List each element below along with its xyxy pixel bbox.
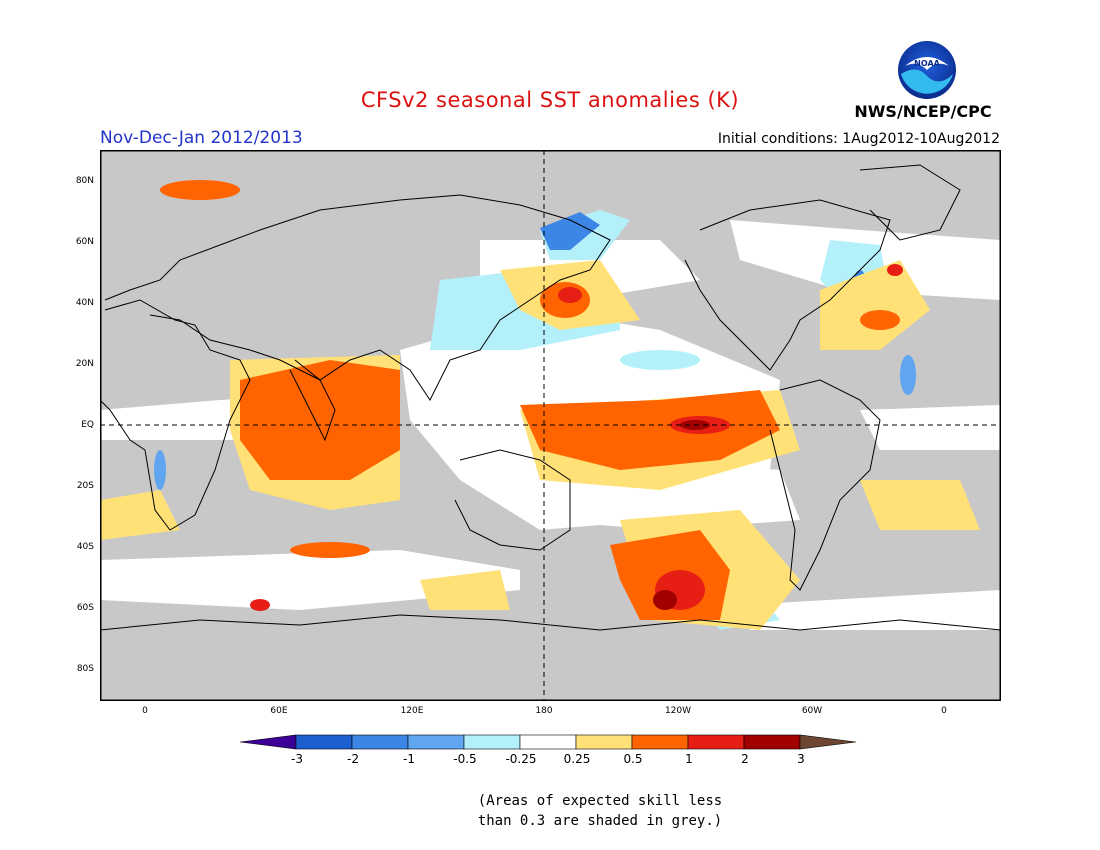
- colorbar-swatch: [463, 734, 521, 750]
- anomaly-neutral-southern-ocean: [100, 550, 520, 610]
- lat-label-80n: 80N: [75, 176, 94, 186]
- greenland-outline: [859, 164, 961, 241]
- initial-conditions: Initial conditions: 1Aug2012-10Aug2012: [717, 131, 1000, 147]
- colorbar: [240, 734, 857, 750]
- europe-asia-outline: [104, 194, 611, 401]
- lon-label-120e: 120E: [400, 706, 424, 716]
- anomaly-neutral-southern-atlantic: [740, 590, 1000, 630]
- forecast-period: Nov-Dec-Jan 2012/2013: [100, 128, 303, 148]
- cb-tick-label: 3: [797, 752, 805, 766]
- cb-tick-label: 0.25: [563, 752, 591, 766]
- lat-label-60s: 60S: [76, 603, 94, 613]
- colorbar-swatch: [631, 734, 689, 750]
- lat-label-20s: 20S: [76, 481, 94, 491]
- anomaly-cool-benguela: [154, 450, 166, 490]
- colorbar-swatch: [743, 734, 801, 750]
- australia-outline: [454, 449, 571, 551]
- map-frame: [100, 150, 1001, 701]
- anomaly-darkred-south-pacific: [653, 590, 677, 610]
- anomaly-warm-south-atlantic: [860, 480, 980, 530]
- lat-label-eq: EQ: [81, 420, 94, 430]
- anomaly-red-kuroshio: [558, 287, 582, 303]
- continent-outlines: [100, 164, 1001, 631]
- cb-tick-label: -0.25: [505, 752, 537, 766]
- anomaly-orange-north-atlantic: [860, 310, 900, 330]
- colorbar-swatch: [407, 734, 465, 750]
- lon-label-0-east: 0: [941, 706, 947, 716]
- colorbar-swatch: [295, 734, 353, 750]
- north-america-outline: [684, 199, 891, 371]
- anomaly-warm-west-edge: [100, 490, 180, 540]
- colorbar-arrow-low: [240, 734, 297, 750]
- agency-label: NWS/NCEP/CPC: [854, 102, 992, 121]
- lon-label-120w: 120W: [664, 706, 692, 716]
- noaa-logo: NOAA: [898, 41, 956, 99]
- anomaly-orange-pacific-tongue: [520, 390, 780, 470]
- lon-label-60e: 60E: [270, 706, 288, 716]
- lon-label-60w: 60W: [801, 706, 823, 716]
- colorbar-swatch: [687, 734, 745, 750]
- cb-tick-label: -2: [347, 752, 359, 766]
- anomaly-orange-arctic: [160, 180, 240, 200]
- anomaly-cool-caribbean: [900, 355, 916, 395]
- anomaly-warm-southern-ocean: [420, 570, 510, 610]
- cb-tick-label: 2: [741, 752, 749, 766]
- logo-text: NOAA: [914, 59, 940, 68]
- sst-anomaly-map: [100, 150, 1001, 701]
- skill-note: (Areas of expected skill less than 0.3 a…: [450, 791, 750, 831]
- africa-outline: [100, 299, 251, 531]
- lat-label-20n: 20N: [75, 359, 94, 369]
- anomaly-neutral-atlantic: [860, 405, 1000, 450]
- south-america-outline: [769, 379, 881, 591]
- cb-tick-label: -1: [403, 752, 415, 766]
- lat-label-40n: 40N: [75, 298, 94, 308]
- cb-tick-label: 0.5: [623, 752, 643, 766]
- anomaly-light-cool-pacific-band: [620, 350, 700, 370]
- colorbar-arrow-high: [799, 734, 857, 750]
- cb-tick-label: -0.5: [453, 752, 477, 766]
- cb-tick-label: -3: [291, 752, 303, 766]
- anomaly-orange-indian: [240, 360, 400, 480]
- lat-label-80s: 80S: [76, 664, 94, 674]
- map-title: CFSv2 seasonal SST anomalies (K): [360, 88, 740, 112]
- lat-label-40s: 40S: [76, 542, 94, 552]
- cb-tick-label: 1: [685, 752, 693, 766]
- lat-label-60n: 60N: [75, 237, 94, 247]
- skill-note-line2: than 0.3 are shaded in grey.): [477, 813, 723, 829]
- antarctica-outline: [100, 614, 1001, 631]
- lon-label-0-west: 0: [142, 706, 148, 716]
- skill-note-line1: (Areas of expected skill less: [477, 793, 723, 809]
- colorbar-swatch: [519, 734, 577, 750]
- anomaly-red-kerguelen: [250, 599, 270, 611]
- anomaly-red-labrador: [887, 264, 903, 276]
- colorbar-swatch: [575, 734, 633, 750]
- anomaly-cool-bering: [540, 212, 600, 250]
- anomaly-orange-south-indian: [290, 542, 370, 558]
- colorbar-swatch: [351, 734, 409, 750]
- lon-label-180: 180: [535, 706, 553, 716]
